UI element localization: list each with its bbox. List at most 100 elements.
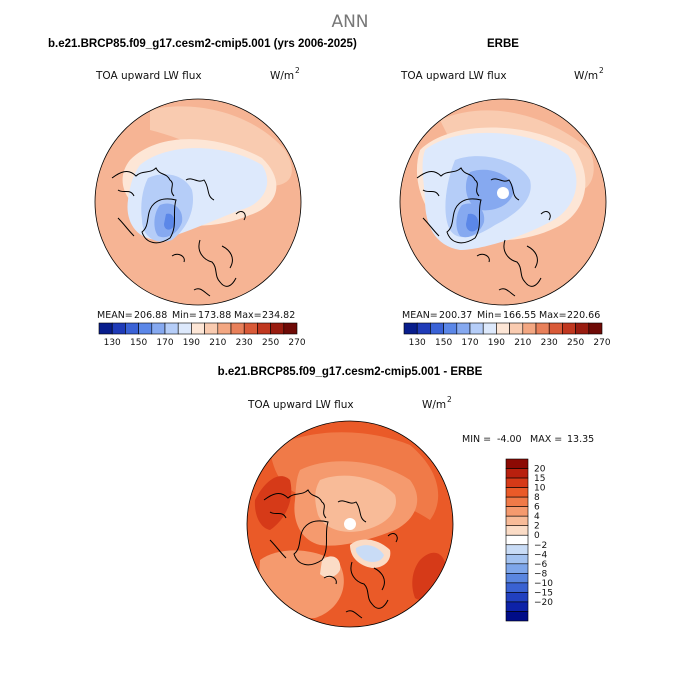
colorbar-swatch — [430, 322, 444, 335]
colorbar-swatch — [505, 487, 529, 498]
colorbar-tick-label: 130 — [104, 338, 121, 348]
colorbar-tick-label: −10 — [534, 579, 553, 589]
colorbar-tick-label: 130 — [409, 338, 426, 348]
panel-model-max-value: 234.82 — [262, 310, 295, 321]
page-title: ANN — [331, 12, 368, 32]
panel-obs-max-value: 220.66 — [567, 310, 600, 321]
colorbar-tick-label: −20 — [534, 598, 553, 608]
panel-obs-map — [400, 99, 606, 305]
colorbar-swatch — [505, 477, 529, 488]
panel-obs-mean-label: MEAN= — [402, 310, 438, 321]
panel-diff-min-value: -4.00 — [497, 434, 522, 445]
colorbar-swatch — [588, 322, 603, 335]
map-frame — [399, 98, 607, 306]
colorbar-tick-label: 2 — [534, 522, 540, 532]
colorbar-tick-label: 15 — [534, 474, 545, 484]
panel-model-min-value: 173.88 — [198, 310, 231, 321]
colorbar-swatch — [509, 322, 524, 335]
colorbar-swatch — [217, 322, 232, 335]
pole-hole — [344, 518, 356, 530]
panel-diff-units-sup: 2 — [447, 395, 452, 404]
colorbar-swatch — [151, 322, 166, 335]
panel-diff-max-value: 13.35 — [567, 434, 594, 445]
panel-model-map — [95, 99, 301, 305]
colorbar-tick-label: 230 — [541, 338, 558, 348]
colorbar-tick-label: −2 — [534, 541, 547, 551]
colorbar-tick-label: −8 — [534, 569, 548, 579]
colorbar-swatch — [505, 553, 529, 565]
panel-obs-colorbar: 130 150 170 190 210 230 250 270 — [403, 322, 611, 348]
panel-model-max-label: Max= — [234, 310, 262, 321]
panel-obs-variable-label: TOA upward LW flux — [400, 70, 507, 82]
panel-diff-max-label: MAX = — [530, 434, 562, 445]
colorbar-swatch — [416, 322, 431, 335]
colorbar-swatch — [482, 322, 497, 335]
panel-obs-mean-value: 200.37 — [439, 310, 472, 321]
colorbar-swatch — [191, 322, 205, 335]
colorbar-swatch — [505, 563, 529, 574]
colorbar-tick-label: 150 — [435, 338, 452, 348]
colorbar-tick-label: −4 — [534, 550, 548, 560]
panel-diff-min-label: MIN = — [462, 434, 491, 445]
colorbar-swatch — [469, 322, 484, 335]
colorbar-tick-label: 170 — [156, 338, 173, 348]
colorbar-tick-label: 230 — [236, 338, 253, 348]
colorbar-swatch — [456, 322, 471, 335]
colorbar-swatch — [505, 601, 529, 612]
colorbar-swatch — [505, 592, 529, 603]
colorbar-tick-label: 190 — [488, 338, 505, 348]
colorbar-tick-label: 270 — [288, 338, 305, 348]
colorbar-swatch — [505, 468, 529, 479]
colorbar-swatch — [243, 322, 258, 335]
colorbar-swatch — [283, 322, 298, 335]
colorbar-swatch — [548, 322, 563, 335]
colorbar-tick-label: 270 — [593, 338, 610, 348]
panel-obs-units-sup: 2 — [599, 66, 604, 75]
colorbar-tick-label: 170 — [461, 338, 478, 348]
colorbar-swatch — [125, 322, 139, 335]
field-region — [465, 169, 514, 211]
colorbar-tick-label: −15 — [534, 588, 553, 598]
colorbar-swatch — [562, 322, 576, 335]
coastline — [416, 167, 551, 297]
colorbar-swatch — [505, 515, 529, 527]
field-region — [355, 545, 384, 563]
colorbar-tick-label: 8 — [534, 493, 540, 503]
colorbar-swatch — [403, 322, 418, 335]
colorbar-swatch — [505, 525, 529, 536]
colorbar-swatch — [505, 582, 529, 593]
field-region — [466, 213, 479, 232]
colorbar-tick-label: −6 — [534, 560, 548, 570]
field-region — [315, 475, 396, 532]
colorbar-tick-label: 6 — [534, 503, 540, 513]
panel-model-variable-label: TOA upward LW flux — [95, 70, 202, 82]
pole-hole — [497, 187, 509, 199]
colorbar-swatch — [257, 322, 271, 335]
panel-obs-min-value: 166.55 — [503, 310, 536, 321]
colorbar-tick-label: 4 — [534, 512, 540, 522]
panel-model-title: b.e21.BRCP85.f09_g17.cesm2-cmip5.001 (yr… — [48, 38, 357, 50]
colorbar-swatch — [443, 322, 458, 335]
map-frame — [246, 420, 454, 628]
panel-diff-variable-label: TOA upward LW flux — [247, 399, 354, 411]
colorbar-tick-label: 250 — [262, 338, 279, 348]
panel-model-units-sup: 2 — [295, 66, 300, 75]
panel-model-units: W/m — [270, 70, 294, 82]
panel-model-colorbar: 130 150 170 190 210 230 250 270 — [98, 322, 306, 348]
panel-model: b.e21.BRCP85.f09_g17.cesm2-cmip5.001 (yr… — [48, 38, 357, 348]
colorbar-tick-label: 250 — [567, 338, 584, 348]
colorbar-swatch — [505, 611, 529, 622]
colorbar-swatch — [204, 322, 219, 335]
field-region — [254, 476, 292, 530]
colorbar-swatch — [230, 322, 245, 335]
colorbar-tick-label: 190 — [183, 338, 200, 348]
colorbar-tick-label: 0 — [534, 531, 540, 541]
field-region — [164, 213, 175, 230]
colorbar-swatch — [505, 458, 529, 469]
colorbar-swatch — [111, 322, 126, 335]
panel-model-mean-value: 206.88 — [134, 310, 167, 321]
panel-obs-max-label: Max= — [539, 310, 567, 321]
panel-model-min-label: Min= — [172, 310, 197, 321]
